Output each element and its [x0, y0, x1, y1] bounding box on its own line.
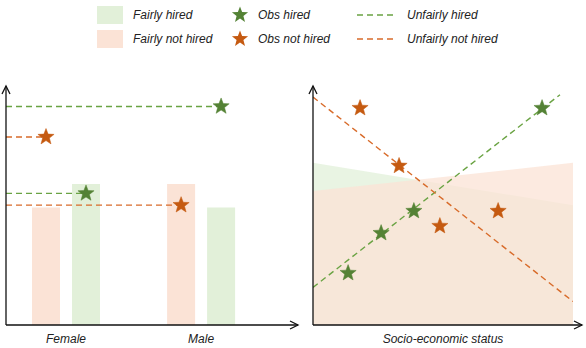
legend-label: Fairly hired	[133, 8, 193, 22]
star-point	[340, 265, 356, 280]
plot-area: Fairly hiredFairly not hiredUnfairly hir…	[6, 98, 235, 325]
star-point	[373, 225, 389, 240]
axis-arrow	[309, 86, 317, 94]
axis-line	[312, 86, 313, 325]
star-point	[391, 157, 407, 172]
legend-line	[357, 38, 395, 39]
star-point	[406, 203, 422, 218]
bar	[207, 208, 235, 326]
category-label: Male	[188, 332, 214, 346]
axis-arrow	[574, 321, 582, 329]
legend-label: Unfairly hired	[407, 8, 478, 22]
legend-item: Fairly not hired	[97, 30, 213, 48]
chart-panel: Fairly hiredFairly not hiredUnfairly hir…	[2, 86, 298, 346]
dashed-line	[313, 95, 560, 288]
series-line: Unfairly not hired	[313, 97, 573, 301]
axis-arrow	[290, 321, 298, 329]
star-point	[173, 197, 189, 212]
star-point	[490, 203, 506, 218]
dashed-line	[313, 97, 573, 301]
series-area: Fairly not hired	[313, 163, 573, 325]
legend-label: Obs hired	[258, 8, 310, 22]
figure: Fairly hiredFairly not hiredUnfairly hir…	[0, 0, 586, 348]
star-point	[38, 129, 54, 144]
legend-line	[357, 14, 395, 15]
legend-item: Obs hired	[232, 7, 310, 23]
bar	[32, 208, 60, 326]
series-scatter: Obs not hired	[352, 100, 506, 233]
legend-item: Obs not hired	[232, 31, 330, 47]
star-point	[534, 100, 550, 115]
axes	[2, 86, 298, 329]
series-scatter: Obs not hired	[38, 129, 189, 213]
star-point	[213, 98, 229, 113]
legend-item: Unfairly hired	[357, 8, 478, 22]
star-point	[78, 185, 94, 200]
plot-area: Fairly hiredFairly not hiredUnfairly hir…	[313, 95, 573, 325]
legend-label: Fairly not hired	[133, 32, 213, 46]
page: {"chart_data": [ {"type": "bar", "catego…	[0, 0, 586, 348]
x-axis-label: Socio-economic status	[383, 332, 504, 346]
axes	[309, 86, 582, 329]
axis-line	[5, 86, 6, 325]
axis-line	[6, 324, 298, 325]
legend-swatch	[97, 6, 123, 24]
chart-panel: Fairly hiredFairly not hiredUnfairly hir…	[309, 86, 582, 346]
star-point	[432, 218, 448, 233]
axis-arrow	[2, 86, 10, 94]
series-scatter: Obs hired	[340, 100, 550, 280]
legend-swatch	[97, 30, 123, 48]
legend: Fairly hired Fairly not hired Obs hired Obs…	[97, 6, 498, 48]
dashed-line	[6, 193, 86, 194]
legend-star	[232, 31, 248, 46]
star-point	[352, 100, 368, 115]
dashed-line	[6, 136, 46, 137]
axis-line	[313, 324, 582, 325]
legend-label: Unfairly not hired	[407, 32, 498, 46]
area	[313, 163, 573, 325]
dashed-line	[6, 106, 221, 107]
legend-star	[232, 7, 248, 22]
category-label: Female	[46, 332, 86, 346]
area	[313, 163, 573, 325]
series-line: Unfairly not hired	[6, 137, 181, 205]
legend-item: Unfairly not hired	[357, 32, 498, 46]
legend-item: Fairly hired	[97, 6, 193, 24]
series-line: Unfairly hired	[313, 95, 560, 288]
dashed-line	[6, 204, 181, 205]
series-scatter: Obs hired	[78, 98, 229, 200]
series-line: Unfairly hired	[6, 106, 221, 193]
legend-label: Obs not hired	[258, 32, 330, 46]
series-area: Fairly hired	[313, 163, 573, 325]
